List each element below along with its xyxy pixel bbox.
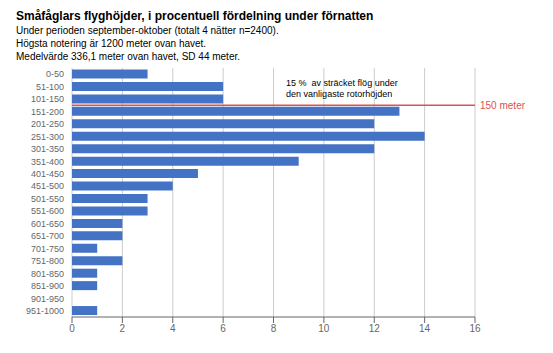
svg-text:2: 2 [120, 323, 126, 334]
svg-text:651-700: 651-700 [31, 231, 64, 241]
svg-text:150 meter: 150 meter [480, 100, 526, 111]
svg-text:151-200: 151-200 [31, 107, 64, 117]
svg-text:501-550: 501-550 [31, 194, 64, 204]
svg-text:6: 6 [220, 323, 226, 334]
svg-text:851-900: 851-900 [31, 281, 64, 291]
svg-text:251-300: 251-300 [31, 132, 64, 142]
svg-text:15 % av sträcket flög underde: 15 % av sträcket flög underden vanligast… [286, 78, 398, 99]
svg-text:16: 16 [469, 323, 481, 334]
svg-text:0: 0 [69, 323, 75, 334]
svg-text:14: 14 [419, 323, 431, 334]
svg-text:301-350: 301-350 [31, 144, 64, 154]
html-text:Högsta notering är 1200 meter: Högsta notering är 1200 meter ovan havet… [16, 38, 207, 49]
svg-text:951-1000: 951-1000 [26, 306, 64, 316]
svg-text:451-500: 451-500 [31, 181, 64, 191]
svg-text:51-100: 51-100 [36, 82, 64, 92]
svg-text:601-650: 601-650 [31, 219, 64, 229]
svg-text:351-400: 351-400 [31, 157, 64, 167]
html-text:Medelvärde 336,1 meter ovan ha: Medelvärde 336,1 meter ovan havet, SD 44… [16, 51, 240, 62]
svg-text:10: 10 [318, 323, 330, 334]
html-text:Småfåglars flyghöjder, i proce: Småfåglars flyghöjder, i procentuell för… [16, 9, 374, 23]
svg-text:8: 8 [271, 323, 277, 334]
svg-text:12: 12 [369, 323, 381, 334]
svg-text:801-850: 801-850 [31, 269, 64, 279]
svg-text:701-750: 701-750 [31, 244, 64, 254]
svg-text:401-450: 401-450 [31, 169, 64, 179]
svg-text:901-950: 901-950 [31, 294, 64, 304]
svg-text:751-800: 751-800 [31, 256, 64, 266]
svg-text:551-600: 551-600 [31, 206, 64, 216]
svg-text:4: 4 [170, 323, 176, 334]
svg-text:0-50: 0-50 [46, 69, 64, 79]
html-text:Under perioden september-oktob: Under perioden september-oktober (totalt… [16, 25, 279, 36]
svg-text:201-250: 201-250 [31, 119, 64, 129]
svg-text:101-150: 101-150 [31, 94, 64, 104]
